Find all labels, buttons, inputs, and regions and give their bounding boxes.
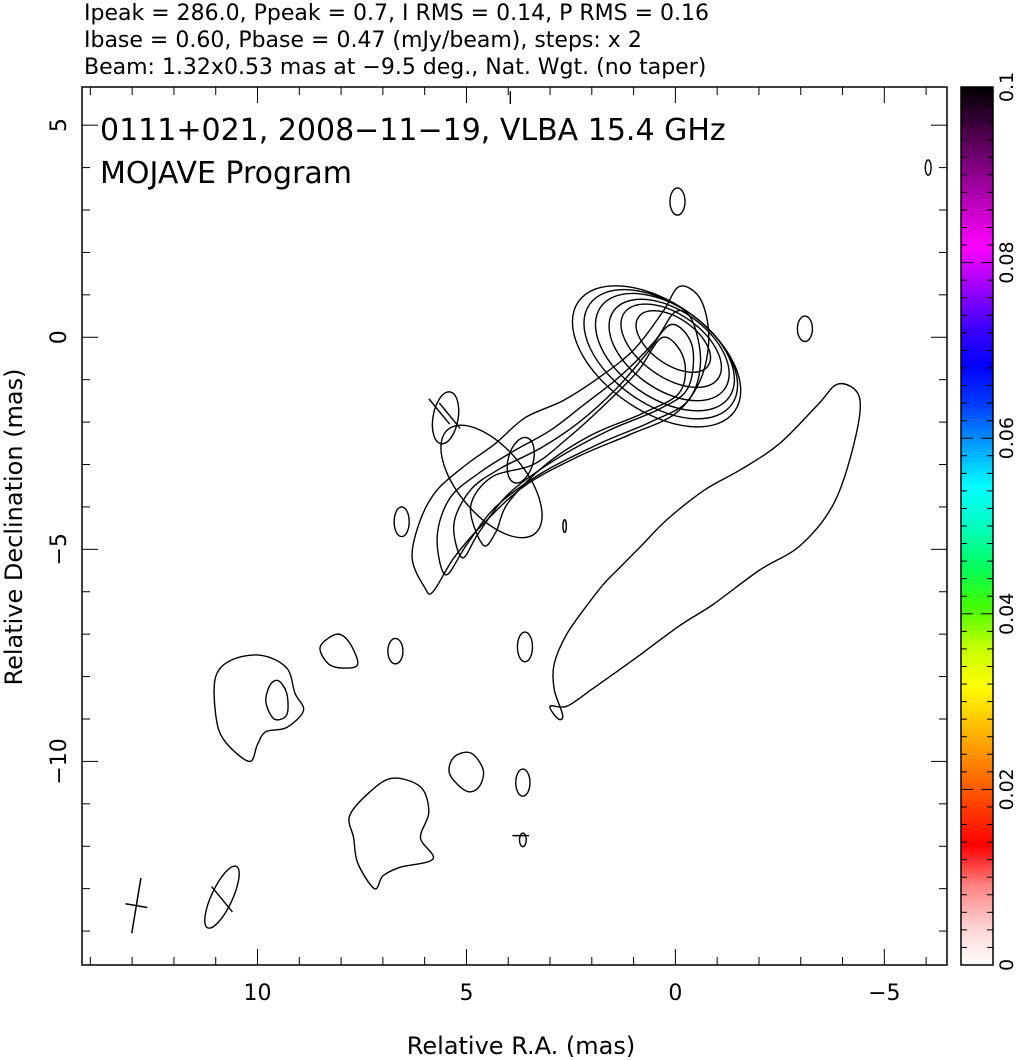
contour-blob-5 [516,631,534,663]
contour-blob-9 [431,391,460,445]
outer-contour-0 [549,382,862,721]
plot-frame [81,86,948,966]
outer-contour-3 [319,633,359,669]
polarization-tick-2 [211,886,233,913]
knot-contour-0 [506,436,535,484]
y-tick-label: −5 [47,533,72,565]
outer-contour-4 [448,751,485,793]
contour-blob-1 [796,315,814,343]
contour-layer [125,91,932,934]
colorbar-frame [960,86,994,966]
contour-blob-2 [924,159,932,176]
y-tick-label: 5 [47,118,72,132]
colorbar-tick-label: 0 [996,959,1018,971]
core-contour-1 [620,303,723,389]
x-tick-label: 0 [668,981,682,1006]
polarization-tick-0 [428,398,451,425]
x-tick-label: −5 [868,981,900,1006]
jet-contour-3 [469,336,687,547]
contour-blob-7 [518,832,527,848]
core-contour-0 [635,310,712,373]
y-axis-label: Relative Declination (mas) [0,368,28,685]
header-line-2: Ibase = 0.60, Pbase = 0.47 (mJy/beam), s… [84,28,642,53]
colorbar-tick-labels: 0 0.02 0.04 0.06 0.08 0.1 [996,72,1018,971]
chart-title: 0111+021, 2008−11−19, VLBA 15.4 GHz [100,113,726,148]
colorbar-tick-label: 0.1 [996,72,1018,102]
y-tick-label: −10 [47,738,72,784]
header-line-3: Beam: 1.32x0.53 mas at −9.5 deg., Nat. W… [84,55,706,80]
x-tick-labels: 10 5 0 −5 [244,981,901,1006]
x-tick-label: 5 [459,981,473,1006]
contour-blob-10 [204,865,240,929]
knot-contour-1 [440,424,543,539]
header-line-1: Ipeak = 286.0, Ppeak = 0.7, I RMS = 0.14… [84,1,709,26]
contour-blob-0 [669,187,686,216]
colorbar-tick-label: 0.02 [996,768,1018,810]
outer-contour-1 [213,654,305,763]
core-contour-5 [571,285,742,428]
axis-ticks [82,87,947,965]
colorbar-tick-label: 0.08 [996,241,1018,283]
core-contour-2 [608,298,730,402]
contour-blob-6 [515,768,531,797]
x-axis-label: Relative R.A. (mas) [407,1032,635,1060]
jet-contour-2 [452,323,695,559]
outer-contour-2 [348,777,435,890]
colorbar-tick-label: 0.04 [996,593,1018,635]
jet-contour-0 [411,285,710,595]
contour-blob-8 [562,518,568,534]
inner-contour-0 [265,679,289,721]
colorbar-tick-label: 0.06 [996,417,1018,459]
contour-blob-4 [387,637,404,665]
x-tick-label: 10 [244,981,272,1006]
contour-blob-3 [393,506,410,538]
colorbar: 0 0.02 0.04 0.06 0.08 0.1 [960,72,1018,971]
polarization-tick-1 [438,402,461,429]
y-tick-labels: 5 0 −5 −10 [47,118,72,784]
chart-subtitle: MOJAVE Program [100,156,352,191]
colorbar-ticks [961,86,993,966]
y-tick-label: 0 [47,330,72,344]
plot-area [81,86,948,966]
beam-minor-axis [125,903,148,909]
